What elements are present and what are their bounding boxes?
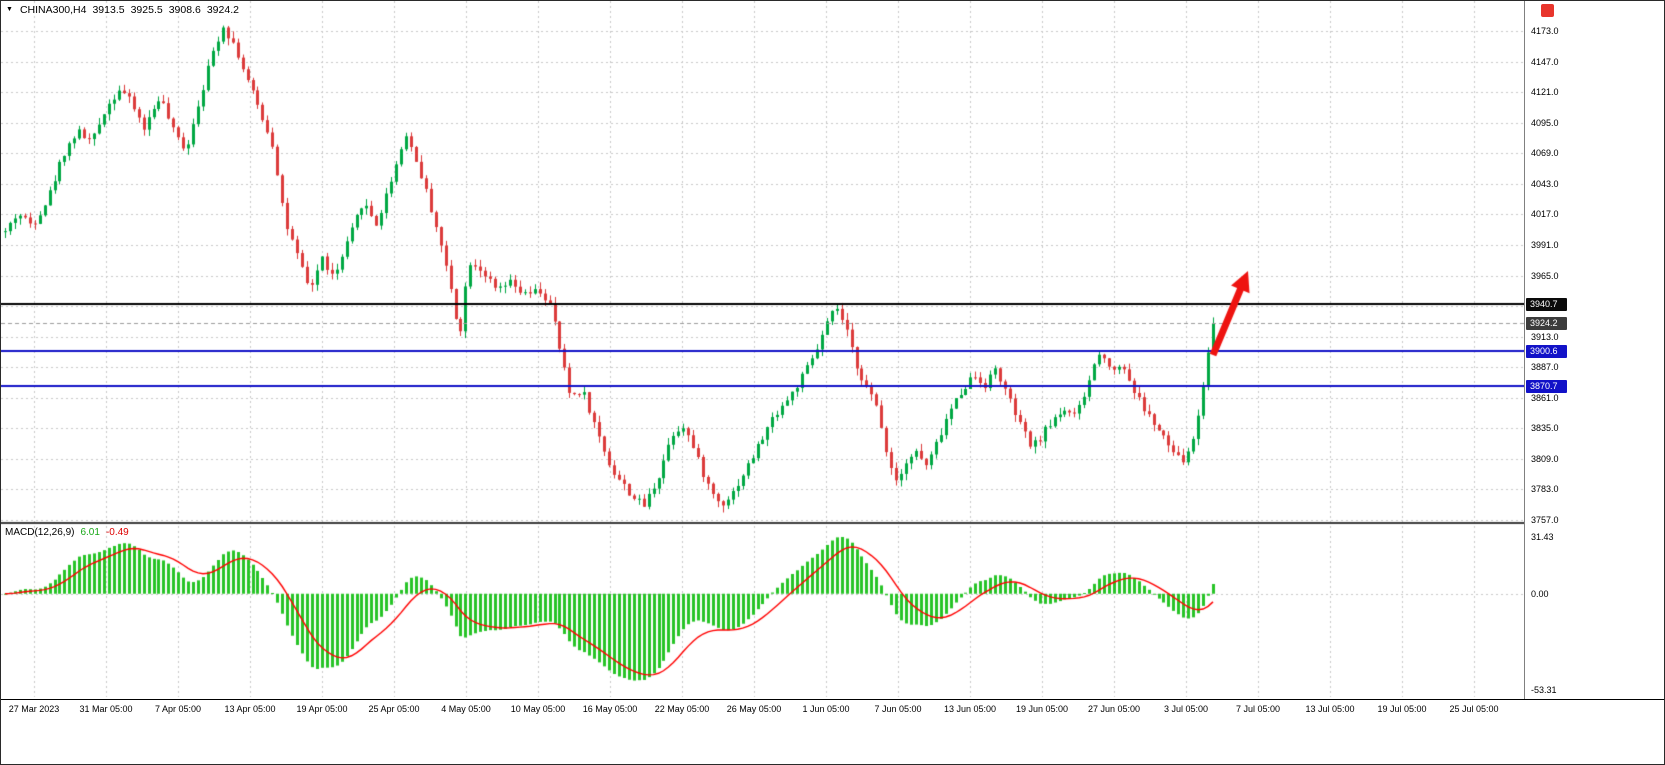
price-tick-label: 3991.0 <box>1531 239 1559 250</box>
price-badge: 3870.7 <box>1526 379 1567 393</box>
price-axis[interactable]: 4173.0 4147.0 4121.0 4095.0 4069.0 4043.0 4017… <box>1524 1 1664 699</box>
time-tick-label: 27 Jun 05:00 <box>1087 704 1141 714</box>
time-tick-label: 10 May 05:00 <box>510 704 566 714</box>
macd-tick-label: 0.00 <box>1531 588 1549 599</box>
time-tick-label: 25 Apr 05:00 <box>368 704 420 714</box>
time-tick-label: 25 Jul 05:00 <box>1449 704 1499 714</box>
symbol-name: CHINA300,H4 <box>19 4 87 16</box>
price-tick-label: 4043.0 <box>1531 178 1559 189</box>
price-tick-label: 4069.0 <box>1531 148 1559 159</box>
time-tick-label: 4 May 05:00 <box>441 704 491 714</box>
time-tick-label: 16 May 05:00 <box>582 704 638 714</box>
price-tick-label: 4017.0 <box>1531 209 1559 220</box>
macd-main-value: 6.01 <box>80 527 100 538</box>
macd-signal-value: -0.49 <box>105 527 129 538</box>
price-low: 3908.6 <box>168 4 201 16</box>
time-tick-label: 7 Jul 05:00 <box>1235 704 1281 714</box>
price-tick-label: 3757.0 <box>1531 515 1559 525</box>
price-tick-label: 4147.0 <box>1531 56 1559 67</box>
time-tick-label: 26 May 05:00 <box>726 704 782 714</box>
time-tick-label: 19 Jul 05:00 <box>1377 704 1427 714</box>
macd-tick-label: 31.43 <box>1531 532 1554 542</box>
price-tick-label: 3965.0 <box>1531 270 1559 281</box>
chart-plot-area[interactable]: ▼ CHINA300,H4 3913.5 3925.5 3908.6 3924.… <box>1 1 1524 699</box>
price-tick-label: 3887.0 <box>1531 362 1559 373</box>
time-tick-label: 7 Jun 05:00 <box>874 704 922 714</box>
macd-indicator-label: MACD(12,26,9) 6.01 -0.49 <box>5 527 129 538</box>
time-tick-label: 22 May 05:00 <box>654 704 710 714</box>
price-tick-label: 3835.0 <box>1531 423 1559 434</box>
time-tick-label: 27 Mar 2023 <box>8 704 60 714</box>
price-high: 3925.5 <box>130 4 163 16</box>
price-tick-label: 4095.0 <box>1531 117 1559 128</box>
time-tick-label: 1 Jun 05:00 <box>802 704 850 714</box>
time-tick-label: 7 Apr 05:00 <box>154 704 202 714</box>
time-tick-label: 19 Jun 05:00 <box>1015 704 1069 714</box>
price-badge: 3924.2 <box>1526 316 1567 330</box>
time-tick-label: 13 Apr 05:00 <box>224 704 276 714</box>
symbol-info-bar: ▼ CHINA300,H4 3913.5 3925.5 3908.6 3924.… <box>6 4 239 16</box>
price-tick-label: 3809.0 <box>1531 453 1559 464</box>
price-badge: 3900.6 <box>1526 344 1567 358</box>
time-tick-label: 13 Jul 05:00 <box>1305 704 1355 714</box>
symbol-dropdown-icon[interactable]: ▼ <box>6 6 13 13</box>
price-tick-label: 3783.0 <box>1531 484 1559 495</box>
price-open: 3913.5 <box>92 4 125 16</box>
time-tick-label: 13 Jun 05:00 <box>943 704 997 714</box>
time-tick-label: 31 Mar 05:00 <box>79 704 133 714</box>
price-badge: 3940.7 <box>1526 297 1567 311</box>
time-tick-label: 3 Jul 05:00 <box>1163 704 1209 714</box>
macd-tick-label: -53.31 <box>1531 685 1557 695</box>
price-tick-label: 3913.0 <box>1531 331 1559 342</box>
price-chart-canvas[interactable] <box>1 1 1524 699</box>
price-close: 3924.2 <box>206 4 239 16</box>
macd-name: MACD(12,26,9) <box>5 527 75 538</box>
price-tick-label: 3861.0 <box>1531 392 1559 403</box>
price-tick-label: 4121.0 <box>1531 87 1559 98</box>
time-axis[interactable]: 27 Mar 2023 31 Mar 05:00 7 Apr 05:00 13 Apr… <box>1 699 1664 722</box>
price-tick-label: 4173.0 <box>1531 26 1559 36</box>
time-tick-label: 19 Apr 05:00 <box>296 704 348 714</box>
top-right-red-marker-icon <box>1541 4 1554 17</box>
